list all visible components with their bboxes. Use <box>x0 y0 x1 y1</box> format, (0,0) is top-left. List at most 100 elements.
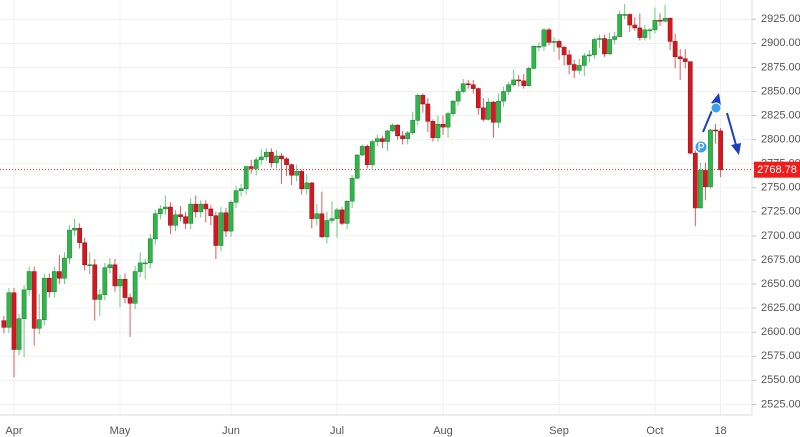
candle-body <box>546 29 552 43</box>
candle-body <box>718 130 723 170</box>
y-tick-label: 2825.00 <box>761 109 800 121</box>
candle-body <box>682 58 688 62</box>
candle-body <box>607 39 612 55</box>
candle-body <box>703 170 708 188</box>
candle-body <box>263 151 269 158</box>
candle-body <box>521 80 527 86</box>
candle-body <box>253 159 259 169</box>
candle-body <box>430 121 436 138</box>
y-tick-label: 2925.00 <box>761 13 800 25</box>
candle-body <box>319 213 325 238</box>
arrowhead <box>731 143 741 155</box>
candle-body <box>450 100 456 114</box>
candle-body <box>127 297 133 304</box>
candle-body <box>62 257 67 279</box>
candle-body <box>188 203 193 224</box>
candle-body <box>193 203 199 213</box>
x-tick-label: Apr <box>5 425 22 437</box>
candle-body <box>571 64 577 71</box>
candle-body <box>299 171 305 189</box>
candle-body <box>380 138 385 142</box>
x-tick-label: Oct <box>646 425 663 437</box>
marker-icon <box>698 142 705 151</box>
candle-body <box>677 56 683 59</box>
candle-body <box>551 41 557 43</box>
candle-body <box>672 41 678 58</box>
candle-body <box>612 36 617 40</box>
candle-body <box>178 214 183 217</box>
candle-body <box>531 45 537 69</box>
y-tick-label: 2625.00 <box>761 302 800 314</box>
candle-body <box>11 292 17 350</box>
candle-body <box>713 129 718 132</box>
candle-body <box>198 203 204 213</box>
candle-body <box>652 19 658 31</box>
candle-body <box>122 278 128 298</box>
y-tick-label: 2600.00 <box>761 326 800 338</box>
x-tick-label: Sep <box>549 425 569 437</box>
candle-body <box>223 212 229 232</box>
candle-body <box>329 218 335 221</box>
candle-body <box>77 227 82 243</box>
candle-body <box>465 83 471 86</box>
candle-body <box>173 214 178 226</box>
candle-body <box>21 289 27 319</box>
candle-body <box>470 84 476 89</box>
candle-body <box>218 212 224 246</box>
candle-body <box>67 229 72 259</box>
y-tick-label: 2575.00 <box>761 350 800 362</box>
candle-body <box>667 18 673 42</box>
marker[interactable] <box>710 102 722 114</box>
candle-body <box>698 170 703 209</box>
candle-body <box>349 177 355 202</box>
candle-body <box>16 318 22 350</box>
candle-body <box>400 135 405 139</box>
arrowhead <box>711 93 721 106</box>
candle-body <box>496 100 501 123</box>
y-tick-label: 2750.00 <box>761 182 800 194</box>
candle-body <box>6 292 12 328</box>
candle-body <box>576 65 582 71</box>
candle-body <box>425 103 431 122</box>
candle-body <box>516 79 522 82</box>
candle-body <box>354 154 360 179</box>
candle-body <box>359 146 365 156</box>
candle-body <box>536 45 542 48</box>
candle-body <box>228 201 234 232</box>
candle-body <box>137 262 143 272</box>
candle-body <box>52 271 57 293</box>
candle-body <box>506 84 511 92</box>
candle-body <box>692 152 698 209</box>
candle-body <box>269 151 274 163</box>
candle-body <box>405 132 411 139</box>
candle-body <box>445 113 451 128</box>
candle-body <box>107 264 113 268</box>
candle-body <box>410 120 416 134</box>
x-tick-label: May <box>110 425 131 437</box>
candle-body <box>455 91 461 102</box>
y-tick-label: 2800.00 <box>761 134 800 146</box>
x-tick-label: 18 <box>714 425 726 437</box>
candle-body <box>274 155 279 163</box>
candle-body <box>243 166 249 189</box>
candle-body <box>46 278 52 293</box>
candle-body <box>597 38 602 40</box>
y-tick-label: 2700.00 <box>761 230 800 242</box>
y-tick-label: 2675.00 <box>761 254 800 266</box>
candle-body <box>203 203 209 210</box>
candle-body <box>284 158 289 165</box>
candle-body <box>158 208 163 215</box>
arrow <box>726 112 737 146</box>
candle-body <box>36 319 42 329</box>
candle-body <box>687 61 693 154</box>
candle-body <box>632 24 638 29</box>
candle-body <box>369 141 375 165</box>
candle-body <box>556 41 562 48</box>
candle-body <box>324 220 330 238</box>
candle-body <box>344 200 350 224</box>
candle-body <box>41 278 47 320</box>
candle-body <box>294 171 299 176</box>
candle-body <box>112 264 118 287</box>
candle-body <box>183 216 188 224</box>
